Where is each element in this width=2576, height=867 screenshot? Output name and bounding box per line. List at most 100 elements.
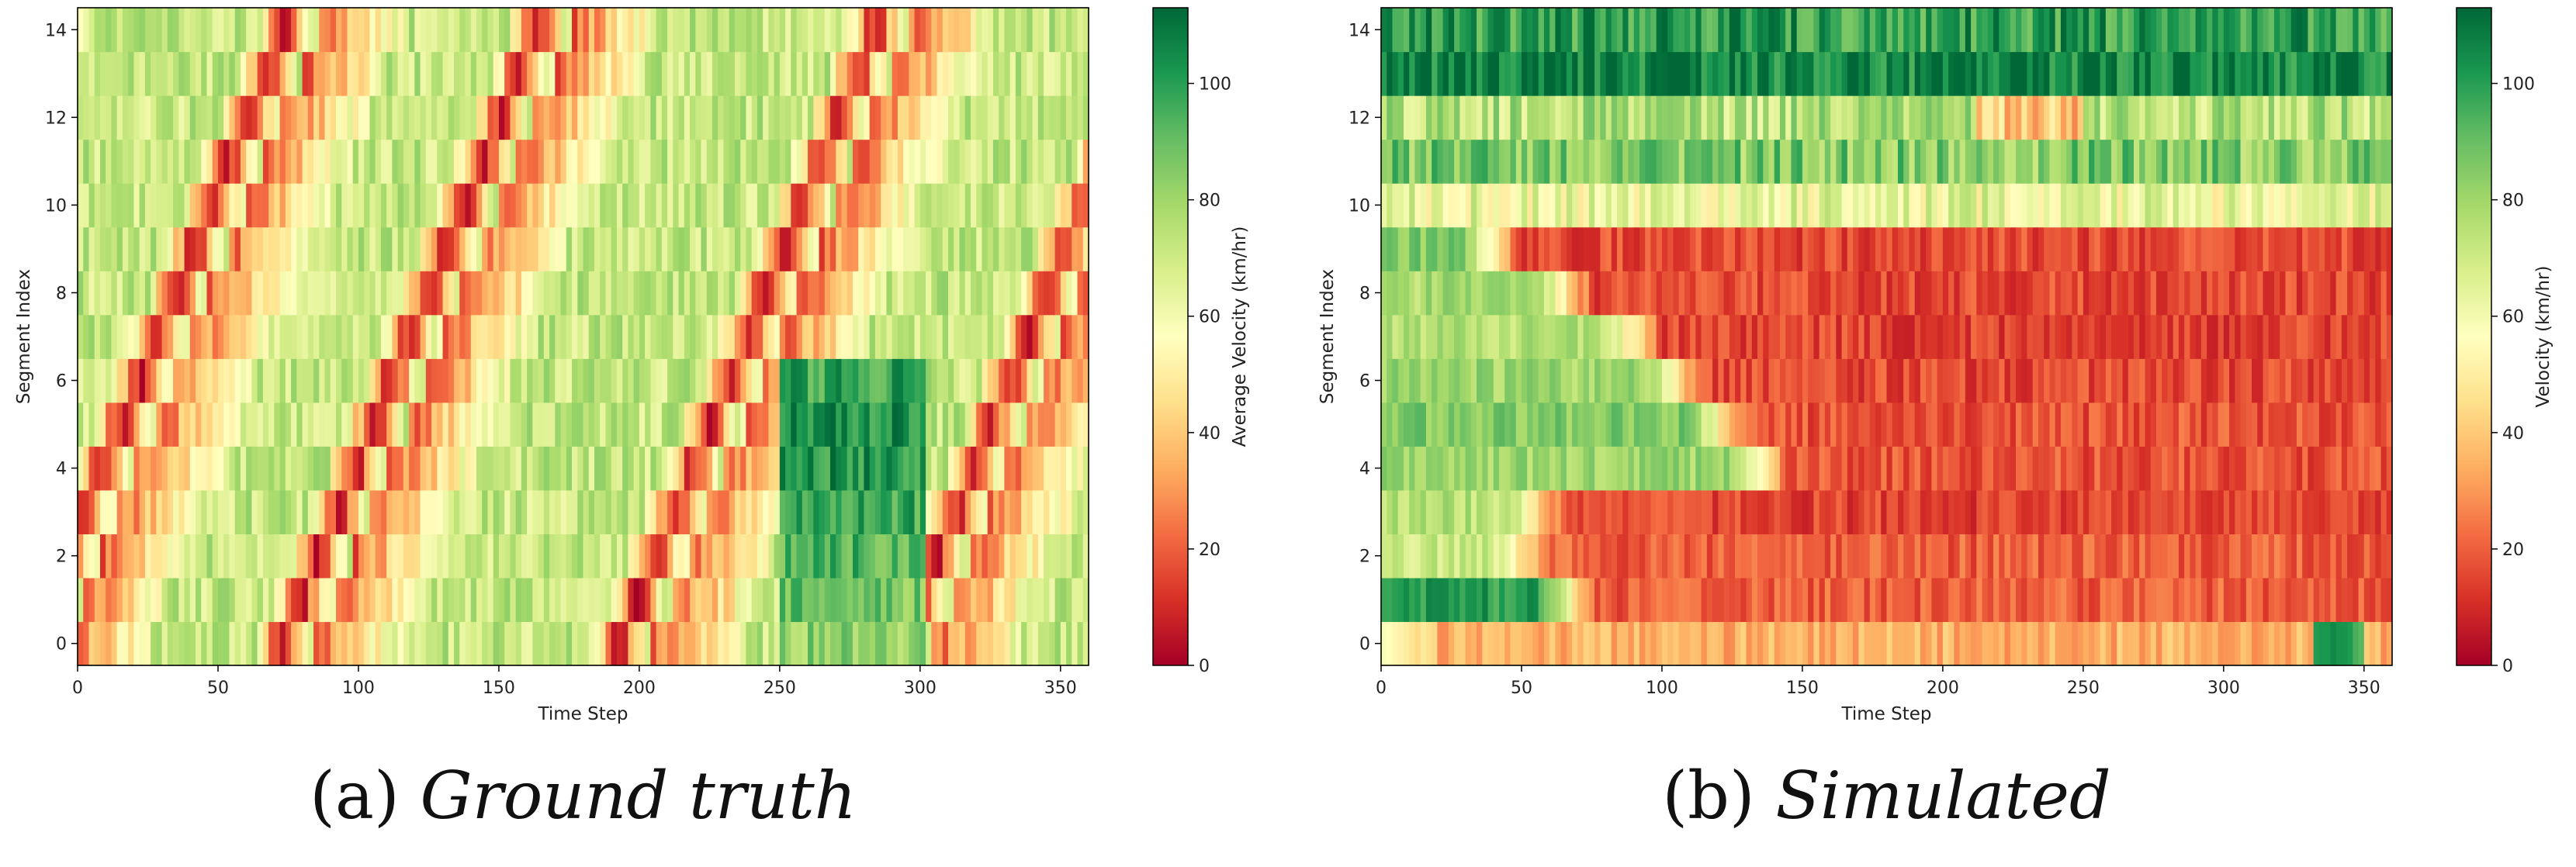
heatmap-cell <box>1796 314 1803 359</box>
heatmap-cell <box>942 621 949 666</box>
heatmap-cell <box>650 489 657 534</box>
heatmap-cell <box>246 314 253 359</box>
heatmap-cell <box>1999 271 2006 316</box>
heatmap-cell <box>1527 271 1534 316</box>
heatmap-cell <box>919 139 926 184</box>
heatmap-cell <box>510 489 517 534</box>
heatmap-cell <box>999 226 1006 271</box>
heatmap-cell <box>1605 402 1612 447</box>
heatmap-cell <box>83 183 90 228</box>
heatmap-cell <box>223 489 230 534</box>
heatmap-cell <box>1718 314 1725 359</box>
heatmap-cell <box>858 314 865 359</box>
heatmap-cell <box>1740 358 1747 403</box>
heatmap-cell <box>555 534 562 579</box>
heatmap-cell <box>1487 139 1494 184</box>
heatmap-cell <box>212 8 219 53</box>
heatmap-cell <box>83 534 90 579</box>
heatmap-cell <box>2190 621 2197 666</box>
heatmap-cell <box>1459 621 1466 666</box>
heatmap-cell <box>1044 402 1050 447</box>
heatmap-cell <box>83 358 90 403</box>
heatmap-cell <box>2027 577 2034 623</box>
heatmap-cell <box>1566 577 1573 623</box>
heatmap-cell <box>819 358 826 403</box>
heatmap-cell <box>2015 358 2022 403</box>
heatmap-cell <box>987 51 994 96</box>
heatmap-cell <box>178 402 185 447</box>
heatmap-cell <box>1864 139 1871 184</box>
heatmap-cell <box>560 621 567 666</box>
heatmap-cell <box>493 183 500 228</box>
heatmap-cell <box>2134 183 2140 228</box>
heatmap-cell <box>178 577 185 623</box>
heatmap-cell <box>2010 402 2017 447</box>
heatmap-cell <box>1690 402 1696 447</box>
heatmap-cell <box>791 446 798 491</box>
heatmap-cell <box>549 446 556 491</box>
heatmap-cell <box>291 402 297 447</box>
heatmap-cell <box>1723 314 1730 359</box>
heatmap-cell <box>1841 446 1848 491</box>
heatmap-cell <box>987 402 994 447</box>
heatmap-cell <box>375 8 382 53</box>
heatmap-cell <box>2004 358 2011 403</box>
heatmap-cell <box>1021 446 1027 491</box>
heatmap-cell <box>1465 621 1472 666</box>
heatmap-cell <box>2318 139 2325 184</box>
heatmap-cell <box>470 226 477 271</box>
heatmap-cell <box>1622 402 1629 447</box>
heatmap-cell <box>1527 534 1534 579</box>
heatmap-cell <box>262 402 269 447</box>
heatmap-cell <box>2044 314 2051 359</box>
heatmap-cell <box>2290 402 2297 447</box>
heatmap-cell <box>926 226 932 271</box>
heatmap-cell <box>431 358 438 403</box>
heatmap-cell <box>1740 95 1747 140</box>
heatmap-cell <box>858 446 865 491</box>
heatmap-cell <box>1499 402 1505 447</box>
heatmap-cell <box>1858 402 1865 447</box>
heatmap-cell <box>577 183 584 228</box>
heatmap-cell <box>808 271 814 316</box>
heatmap-cell <box>802 139 808 184</box>
y-tick-label: 10 <box>45 196 67 216</box>
heatmap-cell <box>414 489 421 534</box>
heatmap-cell <box>78 8 84 53</box>
heatmap-cell <box>852 489 859 534</box>
heatmap-cell <box>976 446 983 491</box>
heatmap-cell <box>1914 358 1921 403</box>
heatmap-cell <box>291 8 297 53</box>
heatmap-cell <box>173 577 179 623</box>
heatmap-cell <box>2184 314 2190 359</box>
heatmap-cell <box>2066 534 2072 579</box>
heatmap-cell <box>94 51 101 96</box>
heatmap-cell <box>903 51 909 96</box>
heatmap-cell <box>1493 446 1500 491</box>
heatmap-cell <box>808 402 814 447</box>
heatmap-cell <box>1628 271 1635 316</box>
heatmap-cell <box>1690 139 1696 184</box>
heatmap-cell <box>1926 489 1933 534</box>
heatmap-cell <box>217 8 224 53</box>
heatmap-cell <box>2150 446 2157 491</box>
heatmap-cell <box>139 8 146 53</box>
heatmap-cell <box>706 8 713 53</box>
heatmap-cell <box>1482 271 1489 316</box>
heatmap-cell <box>375 577 382 623</box>
heatmap-cell <box>1785 402 1792 447</box>
heatmap-cell <box>1381 621 1387 666</box>
heatmap-cell <box>1397 183 1404 228</box>
heatmap-cell <box>279 314 286 359</box>
heatmap-cell <box>1976 446 1983 491</box>
heatmap-cell <box>1757 489 1764 534</box>
heatmap-cell <box>549 621 556 666</box>
heatmap-cell <box>847 8 853 53</box>
heatmap-cell <box>161 314 168 359</box>
heatmap-cell <box>1454 226 1460 271</box>
heatmap-cell <box>313 183 320 228</box>
heatmap-cell <box>1684 446 1691 491</box>
heatmap-cell <box>217 446 224 491</box>
heatmap-cell <box>375 358 382 403</box>
heatmap-cell <box>1555 446 1562 491</box>
